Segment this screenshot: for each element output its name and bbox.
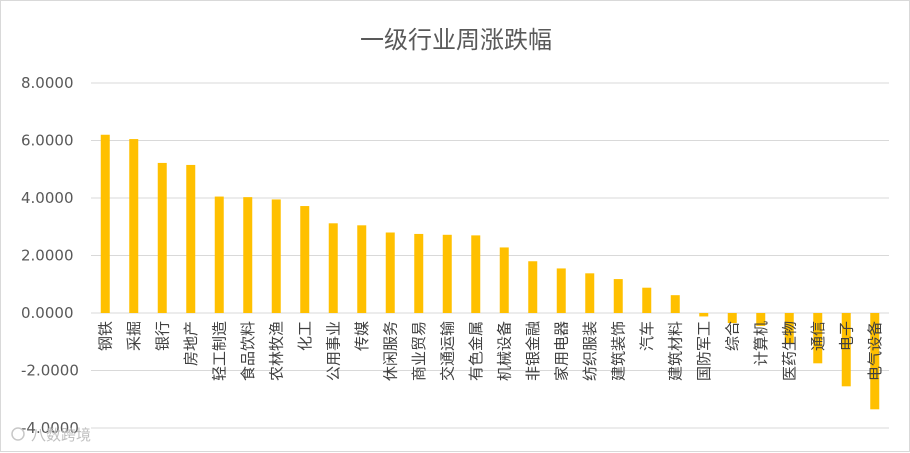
x-tick-label: 轻工制造 (210, 321, 228, 381)
x-tick-label: 食品饮料 (239, 321, 257, 381)
bar (442, 234, 452, 313)
x-tick-label: 国防军工 (695, 321, 713, 381)
x-tick-label: 交通运输 (438, 321, 456, 381)
y-tick-label: -4.0000 (21, 419, 79, 437)
x-tick-label: 医药生物 (780, 321, 798, 381)
x-tick-label: 电气设备 (866, 321, 884, 381)
bar (300, 206, 310, 313)
x-tick-label: 建筑装饰 (609, 321, 627, 381)
x-tick-label: 家用电器 (552, 321, 570, 381)
x-tick-label: 综合 (723, 321, 741, 351)
x-tick-label: 传媒 (353, 321, 371, 351)
bar (727, 313, 737, 324)
y-tick-label: -2.0000 (21, 362, 79, 380)
y-tick-label: 2.0000 (21, 247, 74, 265)
watermark: 八数跨境 (11, 426, 91, 444)
x-tick-label: 休闲服务 (381, 321, 399, 381)
bar (157, 162, 167, 313)
x-tick-label: 建筑材料 (666, 321, 684, 381)
bars (100, 134, 880, 410)
x-tick-label: 计算机 (752, 321, 770, 366)
x-axis-labels: 钢铁 采掘 银行 房地产 轻工制造 食品饮料 农林牧渔 化工 公用事业 传媒 休闲服务 商业贸易 交通运… (96, 321, 884, 381)
bar (870, 313, 880, 410)
x-tick-label: 机械设备 (495, 321, 513, 381)
x-tick-label: 有色金属 (467, 321, 485, 381)
bar (357, 225, 367, 313)
y-tick-label: 6.0000 (21, 132, 74, 150)
bar (756, 313, 766, 326)
bar (100, 134, 110, 313)
bar (585, 273, 595, 313)
x-tick-label: 房地产 (182, 321, 200, 366)
y-tick-label: 4.0000 (21, 189, 74, 207)
bar (613, 279, 623, 313)
bar (214, 196, 224, 313)
bar (271, 199, 281, 313)
bar (841, 313, 851, 387)
bar (784, 313, 794, 344)
bar (471, 235, 481, 313)
x-tick-label: 通信 (809, 321, 827, 351)
bar (129, 139, 139, 313)
bar (528, 261, 538, 313)
bar (414, 233, 424, 313)
watermark-logo-icon (11, 427, 25, 441)
x-tick-label: 采掘 (125, 321, 143, 351)
x-tick-label: 电子 (837, 321, 855, 351)
x-tick-label: 公用事业 (324, 321, 342, 381)
gridlines (91, 82, 889, 429)
x-tick-label: 汽车 (638, 321, 656, 351)
y-axis-ticks: 8.0000 6.0000 4.0000 2.0000 0.0000 -2.0000 -4.… (21, 74, 79, 437)
watermark-text: 八数跨境 (31, 426, 91, 444)
bar (243, 197, 253, 313)
bar (813, 313, 823, 364)
bar (186, 164, 196, 313)
y-tick-label: 8.0000 (21, 74, 74, 92)
chart-title: 一级行业周涨跌幅 (360, 26, 552, 54)
bar (328, 223, 338, 313)
bar (670, 295, 680, 313)
y-tick-label: 0.0000 (21, 304, 74, 322)
bar (385, 232, 395, 313)
x-tick-label: 银行 (153, 321, 171, 351)
x-tick-label: 钢铁 (96, 321, 114, 351)
bar (699, 313, 709, 317)
x-tick-label: 化工 (296, 321, 314, 351)
bar (642, 287, 652, 313)
x-tick-label: 农林牧渔 (267, 321, 285, 381)
x-tick-label: 纺织服装 (581, 321, 599, 381)
x-tick-label: 非银金融 (524, 321, 542, 381)
bar (499, 247, 509, 313)
x-tick-label: 商业贸易 (410, 321, 428, 381)
bar (556, 268, 566, 313)
